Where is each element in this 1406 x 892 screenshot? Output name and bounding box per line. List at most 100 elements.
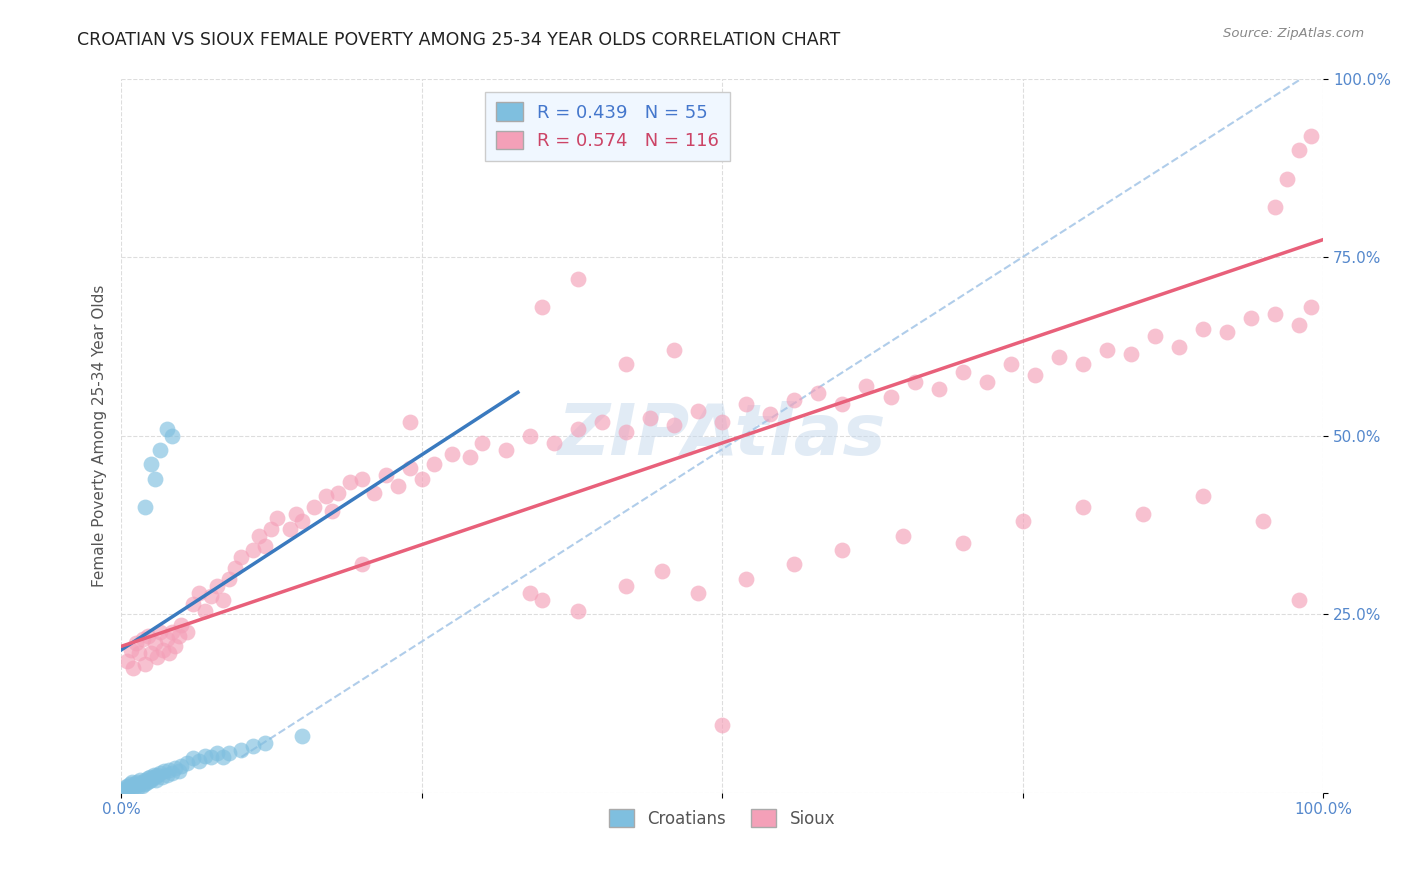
Point [156, 422, 179, 436]
Point [121, 775, 143, 789]
Point [132, 775, 155, 789]
Point [118, 777, 141, 791]
Point [124, 779, 146, 793]
Point [242, 543, 264, 558]
Point [831, 543, 853, 558]
Point [141, 772, 163, 787]
Point [125, 775, 148, 789]
Point [128, 777, 150, 791]
Point [638, 411, 661, 425]
Point [131, 779, 153, 793]
Point [519, 429, 541, 443]
Point [891, 529, 914, 543]
Point [176, 756, 198, 770]
Point [339, 475, 361, 490]
Point [160, 765, 183, 780]
Point [260, 522, 283, 536]
Point [143, 472, 166, 486]
Point [1301, 301, 1323, 315]
Point [134, 500, 156, 515]
Point [134, 657, 156, 672]
Point [1143, 329, 1166, 343]
Point [1047, 351, 1070, 365]
Point [1216, 326, 1239, 340]
Point [135, 775, 157, 789]
Point [141, 772, 163, 786]
Point [254, 540, 277, 554]
Point [350, 472, 373, 486]
Point [735, 397, 758, 411]
Point [160, 429, 183, 443]
Point [290, 729, 312, 743]
Point [952, 365, 974, 379]
Point [150, 770, 173, 784]
Point [136, 772, 159, 786]
Point [662, 343, 685, 358]
Point [1000, 358, 1022, 372]
Point [374, 468, 396, 483]
Point [651, 565, 673, 579]
Point [132, 777, 155, 791]
Point [1251, 515, 1274, 529]
Point [218, 572, 240, 586]
Point [188, 586, 211, 600]
Point [254, 736, 277, 750]
Point [614, 425, 637, 440]
Point [591, 415, 613, 429]
Point [688, 586, 710, 600]
Point [143, 636, 166, 650]
Point [146, 650, 169, 665]
Point [411, 472, 433, 486]
Point [1192, 322, 1215, 336]
Point [567, 272, 589, 286]
Point [200, 750, 222, 764]
Point [321, 504, 343, 518]
Point [138, 774, 160, 789]
Point [115, 654, 138, 668]
Point [326, 486, 349, 500]
Point [122, 780, 145, 794]
Point [149, 443, 172, 458]
Point [194, 748, 217, 763]
Point [688, 404, 710, 418]
Point [141, 458, 163, 472]
Point [1301, 129, 1323, 144]
Point [224, 561, 246, 575]
Text: ZIPAtlas: ZIPAtlas [558, 401, 887, 470]
Point [170, 618, 193, 632]
Point [266, 511, 288, 525]
Point [1168, 340, 1191, 354]
Point [142, 768, 165, 782]
Point [170, 758, 193, 772]
Point [1264, 308, 1286, 322]
Point [200, 590, 222, 604]
Point [1288, 144, 1310, 158]
Point [398, 415, 420, 429]
Y-axis label: Female Poverty Among 25-34 Year Olds: Female Poverty Among 25-34 Year Olds [93, 285, 107, 587]
Point [134, 772, 156, 787]
Point [117, 780, 139, 795]
Point [831, 397, 853, 411]
Point [1192, 490, 1215, 504]
Point [315, 490, 337, 504]
Point [156, 768, 179, 782]
Point [302, 500, 325, 515]
Point [976, 376, 998, 390]
Point [952, 536, 974, 550]
Point [115, 780, 138, 794]
Point [398, 461, 420, 475]
Point [183, 751, 205, 765]
Point [146, 768, 169, 782]
Point [783, 393, 806, 408]
Point [218, 747, 240, 761]
Point [363, 486, 385, 500]
Point [249, 529, 271, 543]
Point [1132, 508, 1154, 522]
Point [212, 593, 235, 607]
Point [735, 572, 758, 586]
Legend: Croatians, Sioux: Croatians, Sioux [603, 803, 842, 834]
Point [1240, 311, 1263, 326]
Point [231, 743, 253, 757]
Point [207, 579, 229, 593]
Point [543, 436, 565, 450]
